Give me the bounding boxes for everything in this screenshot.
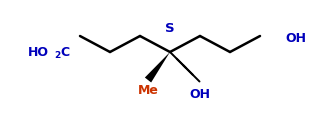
Polygon shape: [145, 52, 170, 82]
Text: 2: 2: [54, 52, 60, 60]
Text: C: C: [60, 46, 69, 59]
Text: S: S: [165, 22, 175, 35]
Text: Me: Me: [138, 84, 159, 96]
Text: OH: OH: [190, 88, 211, 102]
Text: OH: OH: [285, 32, 306, 44]
Text: HO: HO: [28, 46, 49, 59]
